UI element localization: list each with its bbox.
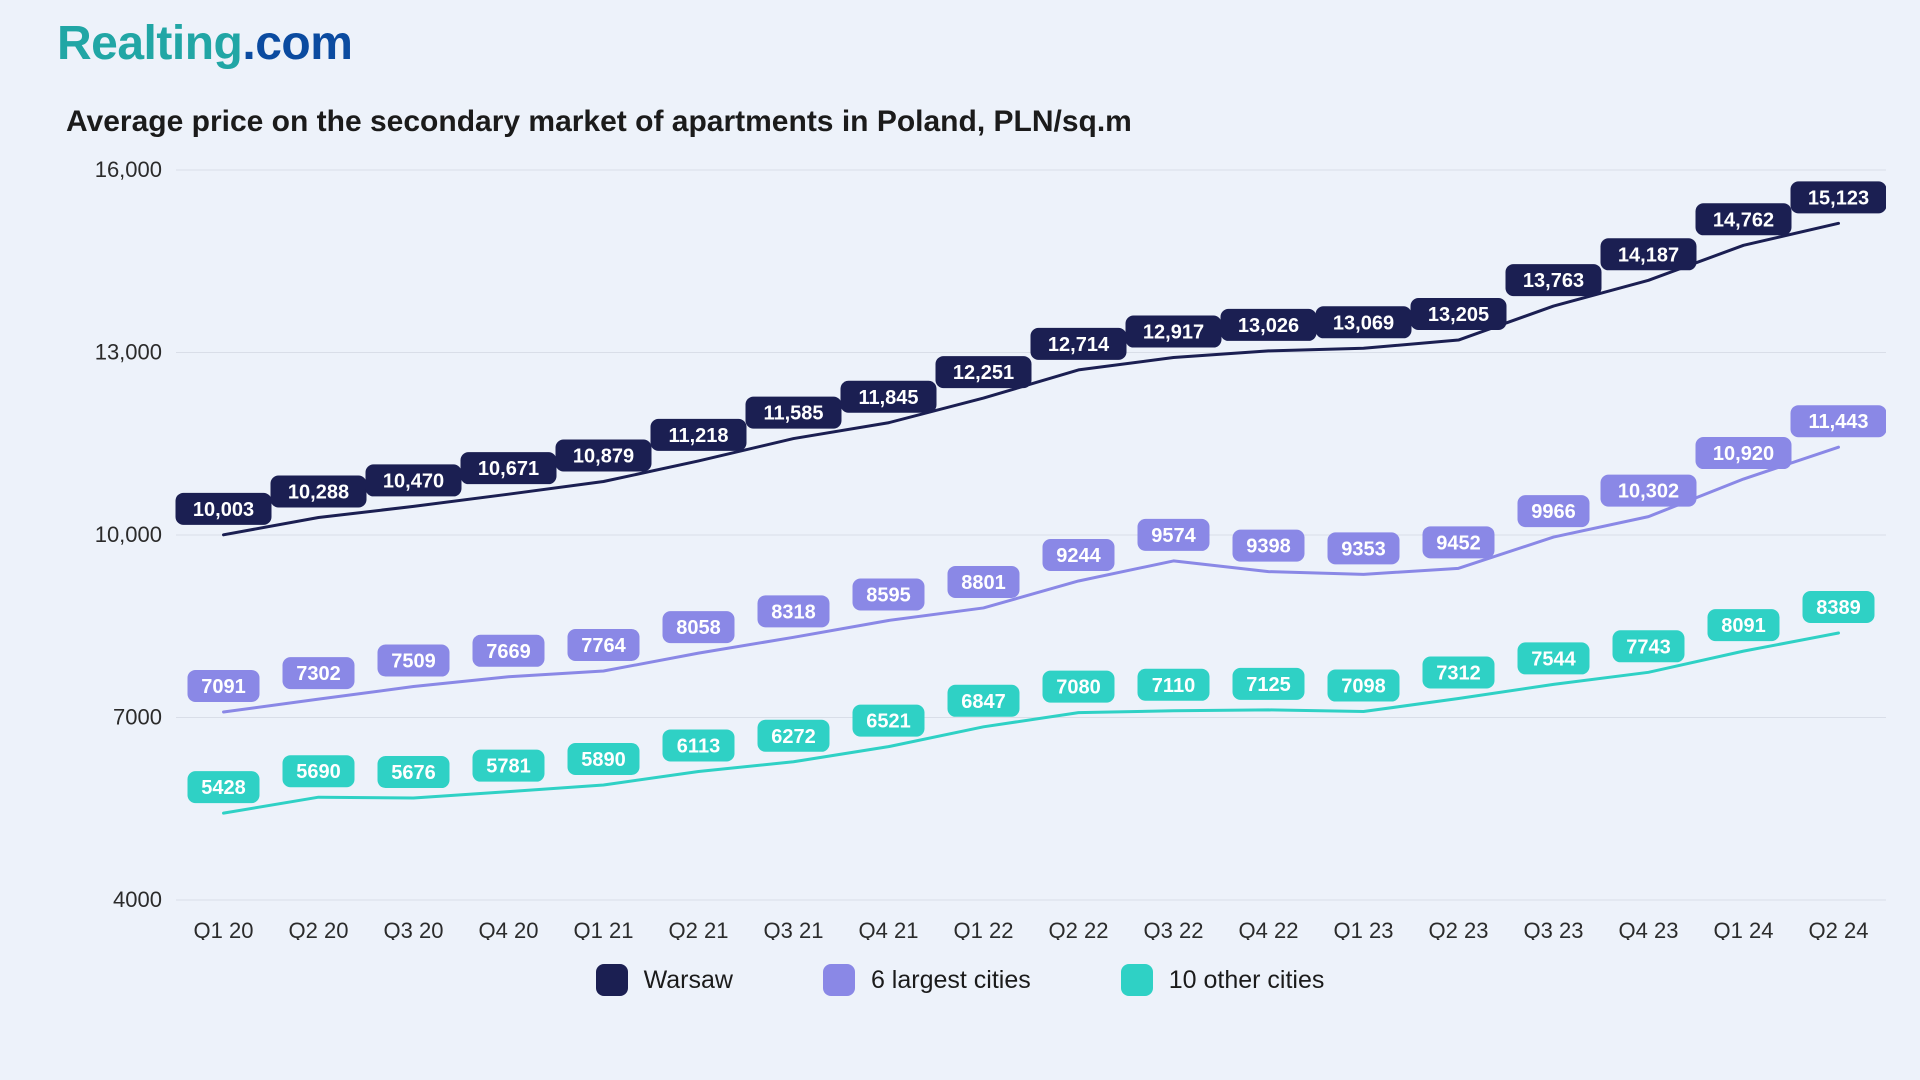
chart-svg: 4000 7000 10,000 13,000 16,000 Q1 20 Q2 20 Q3 2… [66,160,1886,940]
chart-title: Average price on the secondary market of… [66,105,1132,139]
legend-item-warsaw: Warsaw [596,964,733,996]
svg-text:8058: 8058 [676,617,721,639]
svg-text:6521: 6521 [866,711,911,733]
svg-text:9398: 9398 [1246,536,1291,558]
svg-text:Q3 21: Q3 21 [764,918,824,940]
svg-text:7743: 7743 [1626,636,1671,658]
svg-text:4000: 4000 [113,887,162,912]
svg-text:9244: 9244 [1056,545,1101,567]
svg-text:14,187: 14,187 [1618,244,1679,266]
svg-text:8389: 8389 [1816,597,1861,619]
svg-text:14,762: 14,762 [1713,209,1774,231]
svg-text:10,879: 10,879 [573,446,634,468]
svg-text:Q2 23: Q2 23 [1429,918,1489,940]
brand-part-1: Realting [57,17,242,70]
legend-item-10-cities: 10 other cities [1121,964,1325,996]
chart-frame: Realting.com Average price on the second… [0,0,1920,1080]
svg-text:11,218: 11,218 [668,425,728,447]
svg-text:12,714: 12,714 [1048,334,1110,356]
svg-text:12,251: 12,251 [953,362,1014,384]
svg-text:10,920: 10,920 [1713,443,1774,465]
svg-text:8801: 8801 [961,572,1006,594]
svg-text:10,470: 10,470 [383,470,444,492]
svg-text:13,763: 13,763 [1523,270,1584,292]
svg-text:8595: 8595 [866,584,911,606]
svg-text:10,000: 10,000 [95,522,162,547]
svg-text:Q1 21: Q1 21 [574,918,634,940]
svg-text:6113: 6113 [677,735,720,757]
svg-text:13,026: 13,026 [1238,315,1299,337]
svg-text:Q2 21: Q2 21 [669,918,729,940]
svg-text:7312: 7312 [1436,663,1481,685]
svg-text:7669: 7669 [486,641,531,663]
legend-label-6-cities: 6 largest cities [871,966,1031,995]
svg-text:10,003: 10,003 [193,499,254,521]
svg-text:5676: 5676 [391,762,436,784]
svg-text:10,302: 10,302 [1618,481,1679,503]
svg-text:7080: 7080 [1056,677,1101,699]
svg-text:7110: 7110 [1152,675,1195,697]
svg-text:11,845: 11,845 [858,387,918,409]
legend-swatch-warsaw [596,964,628,996]
svg-text:7000: 7000 [113,705,162,730]
svg-text:Q4 20: Q4 20 [479,918,539,940]
svg-text:7764: 7764 [581,635,626,657]
svg-text:Q1 24: Q1 24 [1714,918,1774,940]
legend-label-warsaw: Warsaw [644,966,733,995]
svg-text:9452: 9452 [1436,532,1481,554]
svg-text:9574: 9574 [1151,525,1196,547]
svg-text:7098: 7098 [1341,676,1386,698]
svg-text:16,000: 16,000 [95,160,162,182]
svg-text:Q2 22: Q2 22 [1049,918,1109,940]
svg-text:13,069: 13,069 [1333,312,1394,334]
svg-text:Q1 23: Q1 23 [1334,918,1394,940]
svg-text:Q1 20: Q1 20 [194,918,254,940]
svg-text:15,123: 15,123 [1808,187,1869,209]
svg-text:Q4 22: Q4 22 [1239,918,1299,940]
svg-text:5781: 5781 [486,756,531,778]
svg-text:9966: 9966 [1531,501,1576,523]
svg-text:Q4 21: Q4 21 [859,918,919,940]
svg-text:5890: 5890 [581,749,626,771]
svg-text:9353: 9353 [1341,538,1386,560]
svg-text:Q2 20: Q2 20 [289,918,349,940]
svg-text:6272: 6272 [771,726,816,748]
legend-label-10-cities: 10 other cities [1169,966,1325,995]
legend-swatch-6-cities [823,964,855,996]
svg-text:7302: 7302 [296,663,341,685]
svg-text:12,917: 12,917 [1143,322,1204,344]
svg-text:Q3 22: Q3 22 [1144,918,1204,940]
brand-part-2: .com [242,17,352,70]
svg-text:Q2 24: Q2 24 [1809,918,1869,940]
legend-item-6-cities: 6 largest cities [823,964,1031,996]
svg-text:7091: 7091 [201,676,246,698]
svg-text:Q1 22: Q1 22 [954,918,1014,940]
brand-logo: Realting.com [57,16,352,71]
chart-legend: Warsaw 6 largest cities 10 other cities [0,964,1920,996]
svg-text:11,585: 11,585 [763,403,823,425]
svg-text:Q3 23: Q3 23 [1524,918,1584,940]
svg-text:6847: 6847 [961,691,1006,713]
svg-text:13,205: 13,205 [1428,304,1489,326]
svg-text:Q3 20: Q3 20 [384,918,444,940]
svg-text:5690: 5690 [296,761,341,783]
svg-text:8318: 8318 [771,601,816,623]
svg-text:7125: 7125 [1246,674,1291,696]
svg-text:11,443: 11,443 [1808,411,1868,433]
legend-swatch-10-cities [1121,964,1153,996]
svg-text:5428: 5428 [201,777,246,799]
chart-plot-area: 4000 7000 10,000 13,000 16,000 Q1 20 Q2 20 Q3 2… [66,160,1886,940]
svg-text:7509: 7509 [391,651,436,673]
svg-text:Q4 23: Q4 23 [1619,918,1679,940]
svg-text:13,000: 13,000 [95,340,162,365]
svg-text:10,288: 10,288 [288,481,349,503]
svg-text:7544: 7544 [1531,648,1576,670]
svg-text:8091: 8091 [1721,615,1766,637]
svg-text:10,671: 10,671 [478,458,539,480]
